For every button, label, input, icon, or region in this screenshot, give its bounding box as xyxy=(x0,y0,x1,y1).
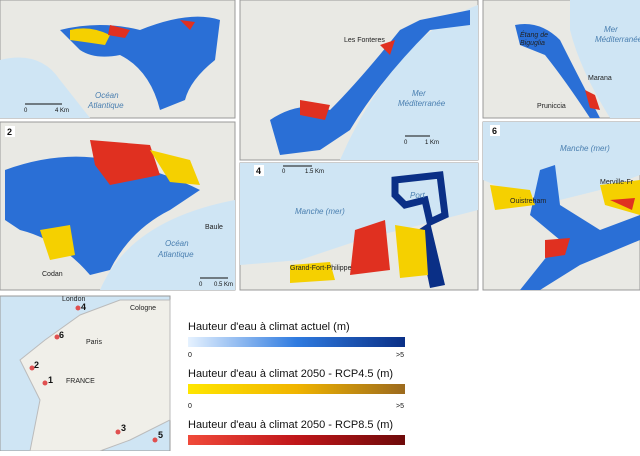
sea xyxy=(0,57,90,118)
place-label: Manche (mer) xyxy=(560,144,610,153)
color-ramp xyxy=(188,384,405,394)
color-ramp xyxy=(188,337,405,347)
site-number: 5 xyxy=(158,430,163,440)
overview-map: London Cologne Paris FRANCE 1 2 3 4 5 6 xyxy=(0,295,171,452)
place-label: Pruniccia xyxy=(537,103,566,110)
scale-label: 0.5 Km xyxy=(214,282,233,288)
panel-number: 2 xyxy=(7,127,12,137)
site-marker xyxy=(42,380,48,386)
panel-2: 2 Baule Codan Océan Atlantique 0 0.5 Km xyxy=(0,121,236,291)
panel-badge xyxy=(254,165,264,176)
flood-area xyxy=(350,220,390,275)
site-number: 1 xyxy=(48,375,53,385)
site-marker xyxy=(29,365,35,371)
place-label: Cologne xyxy=(130,305,156,312)
place-label: Océan xyxy=(95,91,119,100)
place-label: Méditerranée xyxy=(398,99,446,108)
scale-label: 0 xyxy=(24,108,28,114)
scale-label: 0 xyxy=(199,282,203,288)
site-number: 6 xyxy=(59,330,64,340)
sea xyxy=(483,122,640,200)
legend: Hauteur d'eau à climat actuel (m) 0 >5 H… xyxy=(188,321,405,445)
panel-number: 6 xyxy=(492,126,497,136)
place-label: Marana xyxy=(588,75,612,82)
sea xyxy=(100,200,235,290)
panel-4: 4 Manche (mer) Port Grand-Fort-Philippe … xyxy=(239,162,479,291)
scale-label: 1.5 Km xyxy=(305,169,324,175)
place-label: Atlantique xyxy=(87,101,124,110)
place-label: London xyxy=(62,296,85,303)
legend-max: >5 xyxy=(396,403,404,410)
site-marker xyxy=(75,305,81,311)
place-label: Grand-Fort-Philippe xyxy=(290,265,352,272)
flood-area xyxy=(5,156,200,275)
panel-6: 6 Manche (mer) Ouistreham Merville-Fr xyxy=(482,121,640,291)
flood-area xyxy=(515,24,600,118)
site-marker xyxy=(54,334,60,340)
sea xyxy=(340,5,478,160)
panel-badge xyxy=(490,125,500,136)
panel-number: 4 xyxy=(256,166,261,176)
site-marker xyxy=(152,437,158,443)
place-label: Biguglia xyxy=(520,40,545,47)
flood-area xyxy=(70,28,110,45)
place-label: Mer xyxy=(604,25,618,34)
panel-3: Les Fonteres Mer Méditerranée 0 1 Km xyxy=(239,0,479,161)
flood-area xyxy=(108,20,195,38)
flood-area xyxy=(300,40,395,120)
legend-title: Hauteur d'eau à climat 2050 - RCP4.5 (m) xyxy=(188,368,393,380)
place-label: Ouistreham xyxy=(510,198,546,205)
legend-min: 0 xyxy=(188,352,192,359)
flood-area xyxy=(290,225,428,283)
legend-max: >5 xyxy=(396,352,404,359)
place-label: Codan xyxy=(42,271,63,278)
place-label: Baule xyxy=(205,224,223,231)
scale-label: 1 Km xyxy=(425,140,439,146)
place-label: Océan xyxy=(165,239,189,248)
site-number: 3 xyxy=(121,423,126,433)
flood-area xyxy=(391,171,449,228)
scale-label: 0 xyxy=(404,140,408,146)
legend-title: Hauteur d'eau à climat 2050 - RCP8.5 (m) xyxy=(188,419,393,431)
place-label: Méditerranée xyxy=(595,35,640,44)
place-label: Mer xyxy=(412,89,426,98)
site-number: 2 xyxy=(34,360,39,370)
scale-label: 0 xyxy=(282,169,286,175)
place-label: Port xyxy=(410,191,425,200)
place-label: Merville-Fr xyxy=(600,179,634,186)
site-markers xyxy=(29,305,158,443)
panel-1: Océan Atlantique 0 4 Km xyxy=(0,0,236,119)
place-label: Manche (mer) xyxy=(295,207,345,216)
scale-label: 4 Km xyxy=(55,108,69,114)
place-label: Étang de xyxy=(520,30,548,39)
sea xyxy=(570,0,640,118)
legend-title: Hauteur d'eau à climat actuel (m) xyxy=(188,321,350,333)
flood-area xyxy=(520,165,640,290)
legend-min: 0 xyxy=(188,403,192,410)
site-number: 4 xyxy=(81,302,86,312)
flood-area xyxy=(40,150,200,260)
flood-area xyxy=(90,140,160,185)
place-label: FRANCE xyxy=(66,378,95,385)
flood-area xyxy=(545,198,635,258)
site-marker xyxy=(115,429,121,435)
place-label: Paris xyxy=(86,339,102,346)
color-ramp xyxy=(188,435,405,445)
flood-area xyxy=(490,180,640,215)
panel-badge xyxy=(5,126,15,137)
panel-5: Mer Méditerranée Étang de Biguglia Maran… xyxy=(482,0,640,119)
flood-area xyxy=(585,90,600,110)
sea xyxy=(240,163,478,265)
place-label: Les Fonteres xyxy=(344,37,385,44)
place-label: Atlantique xyxy=(157,250,194,259)
